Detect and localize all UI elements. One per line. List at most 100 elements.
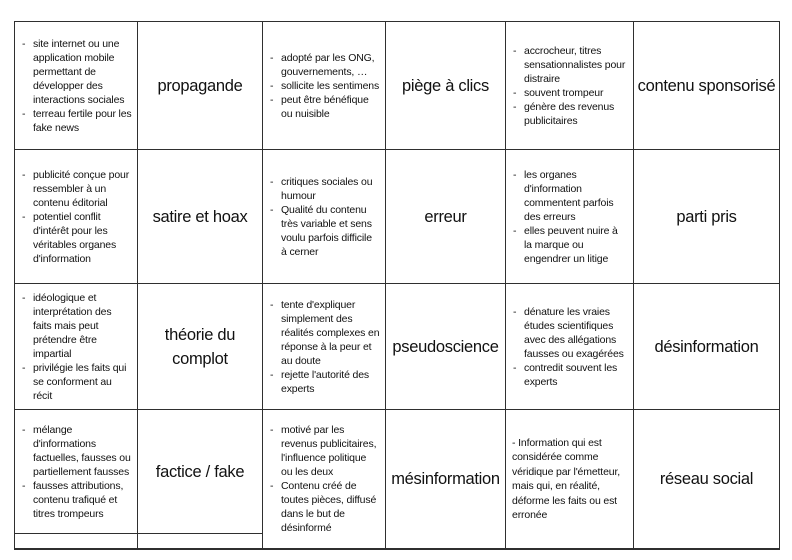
term-card: propagande [138, 22, 263, 150]
term-card: erreur [386, 150, 506, 284]
term-card: désinformation [634, 284, 779, 410]
term-label: parti pris [676, 207, 737, 226]
bullet-item: - critiques sociales ou humour [270, 175, 380, 203]
definition-paragraph: - Information qui est considérée comme v… [512, 436, 620, 522]
bullet-dash: - [513, 305, 517, 318]
definition-card: - critiques sociales ou humour - Qualité d… [263, 150, 386, 284]
bullet-item: - peut être bénéfique ou nuisible [270, 93, 380, 121]
bullet-text: Contenu créé de toutes pièces, diffusé d… [281, 480, 377, 534]
term-card: contenu sponsorisé [634, 22, 779, 150]
definition-card: - adopté par les ONG, gouvernements, … -s… [263, 22, 386, 150]
term-card: réseau social [634, 410, 779, 548]
definition-card: - tente d'expliquer simplement des réalit… [263, 284, 386, 410]
bullet-text: critiques sociales ou humour [281, 175, 373, 202]
bullet-item: - génère des revenus publicitaires [513, 100, 628, 128]
bullet-text: Qualité du contenu très variable et sens… [281, 203, 372, 258]
term-label: pseudoscience [392, 337, 499, 356]
bullet-item: - Qualité du contenu très variable et sen… [270, 203, 380, 259]
bullet-text: site internet ou une application mobile … [33, 37, 125, 106]
bullet-text: privilégie les faits qui se conforment a… [33, 361, 127, 402]
bullet-item: - elles peuvent nuire à la marque ou enge… [513, 224, 628, 266]
bullet-text: rejette l'autorité des experts [281, 368, 370, 395]
term-label: désinformation [654, 337, 759, 356]
bullet-item: - tente d'expliquer simplement des réalit… [270, 298, 380, 368]
bullet-dash: - [513, 86, 517, 99]
term-card: parti pris [634, 150, 779, 284]
bullet-item: - fausses attributions, contenu trafiqué … [22, 479, 132, 521]
bullet-dash: - [22, 291, 26, 304]
bullet-dash: - [513, 224, 517, 237]
bullet-text: potentiel conflit d'intérêt pour les vér… [33, 210, 117, 265]
bullet-item: - les organes d'information commentent pa… [513, 168, 628, 224]
term-card: factice / fake [138, 410, 263, 534]
term-card: mésinformation [386, 410, 506, 548]
bullet-item: - privilégie les faits qui se conforment … [22, 361, 132, 403]
bullet-text: terreau fertile pour les fake news [33, 107, 132, 134]
empty-cell [138, 534, 263, 548]
bullet-item: - terreau fertile pour les fake news [22, 107, 132, 135]
term-label: factice / fake [155, 462, 245, 481]
term-label: théorie du complot [164, 325, 236, 368]
bullet-dash: - [270, 93, 274, 106]
definition-card: - mélange d'informations factuelles, faus… [15, 410, 138, 534]
term-label: erreur [424, 207, 467, 226]
bullet-dash: - [270, 175, 274, 188]
bullet-dash: - [22, 168, 26, 181]
definition-card: - accrocheur, titres sensationnalistes po… [506, 22, 634, 150]
bullet-dash: - [22, 210, 26, 223]
bullet-dash: - [270, 298, 274, 311]
bullet-dash: - [513, 44, 517, 57]
bullet-text: idéologique et interprétation des faits … [33, 291, 112, 360]
bullet-dash: - [270, 368, 274, 381]
term-card: pseudoscience [386, 284, 506, 410]
bullet-text: mélange d'informations factuelles, fauss… [33, 423, 131, 478]
bullet-text: tente d'expliquer simplement des réalité… [281, 298, 380, 367]
definition-card: - Information qui est considérée comme v… [506, 410, 634, 548]
definition-card: - publicité conçue pour ressembler à un c… [15, 150, 138, 284]
bullet-text: sollicite les sentimens [281, 79, 380, 92]
definition-card: - les organes d'information commentent pa… [506, 150, 634, 284]
bullet-text: dénature les vraies études scientifiques… [524, 305, 624, 360]
bullet-item: - adopté par les ONG, gouvernements, … [270, 51, 380, 79]
term-label: contenu sponsorisé [637, 76, 776, 95]
definition-card: - motivé par les revenus publicitaires, l… [263, 410, 386, 548]
bullet-dash: - [513, 168, 517, 181]
bullet-dash: - [22, 423, 26, 436]
bullet-dash: - [270, 79, 274, 92]
bullet-item: - rejette l'autorité des experts [270, 368, 380, 396]
bullet-item: - Contenu créé de toutes pièces, diffusé … [270, 479, 380, 535]
bullet-dash: - [22, 107, 26, 120]
empty-cell [15, 534, 138, 548]
definition-card: - idéologique et interprétation des faits… [15, 284, 138, 410]
term-label: mésinformation [391, 470, 500, 488]
bullet-text: elles peuvent nuire à la marque ou engen… [524, 224, 618, 265]
term-label: réseau social [659, 470, 754, 488]
term-label: satire et hoax [152, 207, 248, 226]
bullet-dash: - [22, 37, 26, 50]
bullet-dash: - [513, 100, 517, 113]
bullet-dash: - [22, 361, 26, 374]
bullet-item: - motivé par les revenus publicitaires, l… [270, 423, 380, 479]
bullet-text: publicité conçue pour ressembler à un co… [33, 168, 130, 209]
bullet-item: - accrocheur, titres sensationnalistes po… [513, 44, 628, 86]
definition-card: - site internet ou une application mobile… [15, 22, 138, 150]
bullet-dash: - [270, 480, 274, 492]
bullet-dash: - [513, 361, 517, 374]
bullet-text: adopté par les ONG, gouvernements, … [281, 51, 375, 78]
bullet-dash: - [22, 479, 26, 492]
term-card: piège à clics [386, 22, 506, 150]
bullet-item: - publicité conçue pour ressembler à un c… [22, 168, 132, 210]
vocabulary-table: - site internet ou une application mobile… [14, 21, 780, 550]
definition-card: - dénature les vraies études scientifique… [506, 284, 634, 410]
bullet-text: contredit souvent les experts [524, 361, 618, 388]
bullet-text: les organes d'information commentent par… [524, 168, 614, 223]
bullet-item: - potentiel conflit d'intérêt pour les vé… [22, 210, 132, 266]
term-card: satire et hoax [138, 150, 263, 284]
bullet-dash: - [270, 424, 274, 436]
bullet-text: motivé par les revenus publicitaires, l'… [281, 424, 377, 478]
bullet-item: - site internet ou une application mobile… [22, 37, 132, 107]
bullet-item: - sollicite les sentimens [270, 79, 380, 93]
term-label: piège à clics [402, 76, 489, 95]
bullet-text: souvent trompeur [524, 86, 604, 99]
